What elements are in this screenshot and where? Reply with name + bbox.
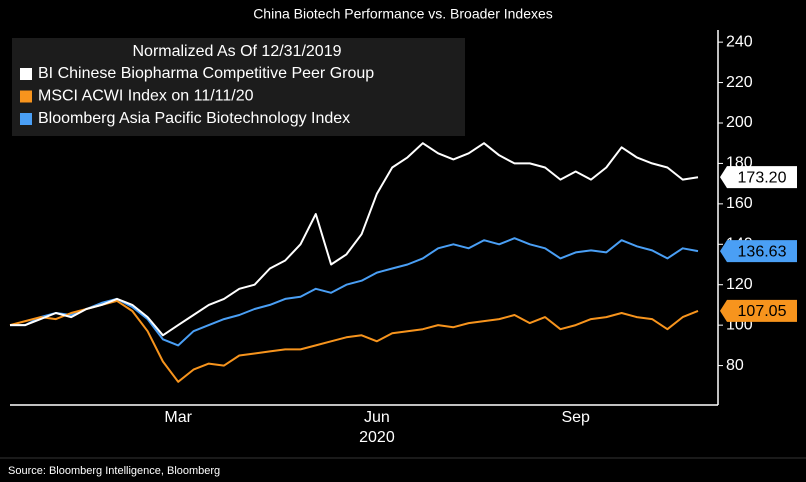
value-label-box	[720, 240, 797, 263]
x-tick-label: Mar	[164, 409, 192, 426]
y-tick-label: 220	[726, 74, 753, 91]
legend-label: MSCI ACWI Index on 11/11/20	[38, 88, 254, 105]
y-tick-label: 240	[726, 33, 753, 50]
y-tick-label: 160	[726, 195, 753, 212]
y-tick-label: 200	[726, 114, 753, 131]
legend-swatch	[20, 68, 32, 80]
x-axis-label: 2020	[359, 429, 395, 446]
x-tick-label: Sep	[561, 409, 590, 426]
value-label: 107.05	[738, 303, 787, 320]
legend-swatch	[20, 113, 32, 125]
legend-swatch	[20, 90, 32, 103]
y-tick-label: 120	[726, 276, 753, 293]
legend-label: Bloomberg Asia Pacific Biotechnology Ind…	[38, 110, 350, 127]
source: Source: Bloomberg Intelligence, Bloomber…	[8, 465, 220, 477]
value-label: 136.63	[738, 243, 787, 260]
chart-title: China Biotech Performance vs. Broader In…	[253, 6, 553, 22]
legend-label: BI Chinese Biopharma Competitive Peer Gr…	[38, 65, 374, 82]
series-line	[9, 299, 699, 383]
value-label-box	[720, 166, 797, 189]
x-tick-label: Jun	[364, 409, 390, 426]
value-label-box	[720, 299, 797, 322]
y-tick-label: 80	[726, 357, 744, 374]
legend-title: Normalized As Of 12/31/2019	[132, 43, 341, 60]
legend-box	[12, 38, 465, 136]
value-label: 173.20	[738, 169, 787, 186]
series-line	[10, 142, 699, 337]
